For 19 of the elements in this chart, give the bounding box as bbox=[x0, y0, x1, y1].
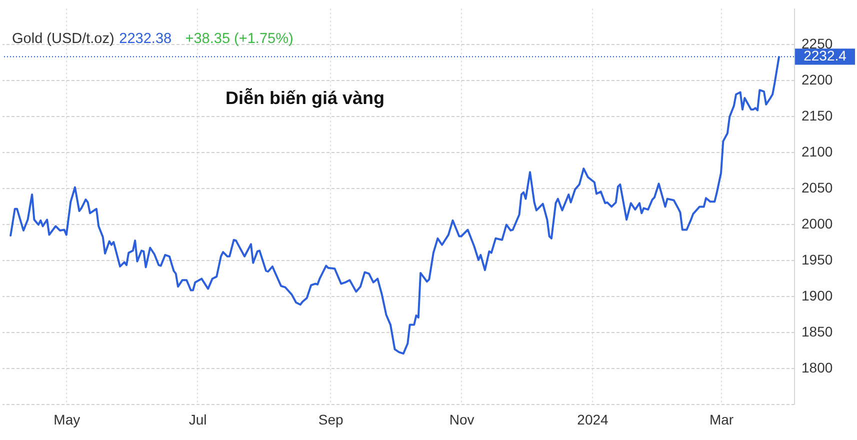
annotation: +38.35 (+1.75%) bbox=[185, 31, 294, 47]
y-tick-label: 1850 bbox=[802, 324, 833, 340]
annotation: 2232.38 bbox=[119, 31, 172, 47]
x-tick-label: Nov bbox=[449, 412, 474, 428]
y-tick-label: 1800 bbox=[802, 360, 833, 376]
x-tick-label: Sep bbox=[318, 412, 344, 428]
x-tick-label: 2024 bbox=[577, 412, 609, 428]
x-tick-label: Jul bbox=[188, 412, 207, 428]
y-tick-label: 2200 bbox=[802, 72, 833, 88]
x-tick-label: May bbox=[54, 412, 80, 428]
text: Diễn biến giá vàng bbox=[225, 88, 385, 108]
y-tick-label: 2100 bbox=[802, 144, 833, 160]
y-tick-label: 1900 bbox=[802, 288, 833, 304]
y-tick-label: 2000 bbox=[802, 216, 833, 232]
y-tick-label: 2150 bbox=[802, 108, 833, 124]
y-tick-label: 2050 bbox=[802, 180, 833, 196]
y-tick-label: 1950 bbox=[802, 252, 833, 268]
text: Gold (USD/t.oz) bbox=[12, 31, 114, 47]
x-tick-label: Mar bbox=[709, 412, 734, 428]
